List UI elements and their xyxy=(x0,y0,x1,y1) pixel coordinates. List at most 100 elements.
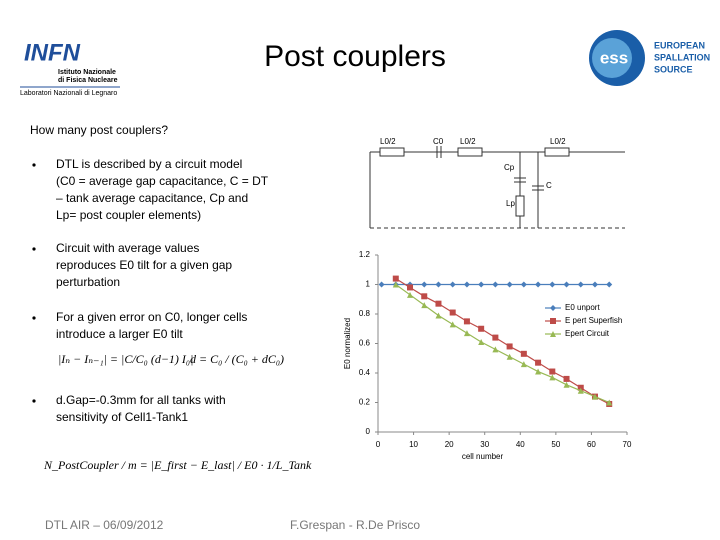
marker xyxy=(549,368,556,375)
y-tick-label: 1.2 xyxy=(359,250,371,259)
marker xyxy=(492,346,499,353)
x-tick-label: 10 xyxy=(409,440,418,449)
marker xyxy=(492,334,499,341)
y-tick-label: 0.8 xyxy=(359,309,371,318)
marker xyxy=(535,281,542,288)
circuit-diagram xyxy=(369,146,625,229)
circuit-label: L0/2 xyxy=(550,137,566,146)
circuit-label: L0/2 xyxy=(460,137,476,146)
bullet-text: (C0 = average gap capacitance, C = DT xyxy=(56,174,269,188)
series-line xyxy=(395,278,610,405)
bullet-text: perturbation xyxy=(56,275,120,289)
marker xyxy=(435,300,442,307)
y-tick-label: 0.2 xyxy=(359,398,371,407)
logo-text: Laboratori Nazionali di Legnaro xyxy=(20,90,117,97)
logo-text: Istituto Nazionale xyxy=(58,69,116,76)
marker xyxy=(449,281,456,288)
marker xyxy=(407,291,414,298)
marker xyxy=(478,281,485,288)
bullet-dot xyxy=(32,163,36,167)
x-tick-label: 0 xyxy=(376,440,381,449)
marker xyxy=(520,281,527,288)
marker xyxy=(392,275,399,282)
logo-text: INFN xyxy=(24,39,81,66)
equation: N_PostCoupler / m = |E_first − E_last| /… xyxy=(43,458,312,472)
circuit-label: C xyxy=(546,181,552,190)
marker xyxy=(463,330,470,337)
bullet-text: – tank average capacitance, Cp and xyxy=(56,191,248,205)
marker xyxy=(520,350,527,357)
footer-left: DTL AIR – 06/09/2012 xyxy=(45,518,164,532)
marker xyxy=(449,321,456,328)
marker xyxy=(421,302,428,309)
y-tick-label: 0.6 xyxy=(359,339,371,348)
marker xyxy=(535,368,542,375)
bullet-text: Circuit with average values xyxy=(56,241,199,255)
bullet-text: d.Gap=-0.3mm for all tanks with xyxy=(56,393,226,407)
inductor xyxy=(457,147,483,157)
circuit-label: L0/2 xyxy=(380,137,396,146)
marker xyxy=(492,281,499,288)
marker xyxy=(463,281,470,288)
bullet-list: DTL is described by a circuit model (C0 =… xyxy=(32,157,269,424)
marker xyxy=(535,359,542,366)
inductor xyxy=(379,147,405,157)
circuit-label: Cp xyxy=(504,163,515,172)
logo-text: SPALLATION xyxy=(654,52,710,62)
marker xyxy=(577,387,584,394)
bullet-dot xyxy=(32,247,36,251)
marker xyxy=(506,281,513,288)
marker xyxy=(435,312,442,319)
marker xyxy=(463,318,470,325)
marker xyxy=(407,284,414,291)
legend-marker xyxy=(550,305,556,311)
inductor xyxy=(515,195,525,217)
y-tick-label: 0.4 xyxy=(359,368,371,377)
legend-label: E pert Superfish xyxy=(565,316,622,325)
marker xyxy=(563,281,570,288)
legend-marker xyxy=(550,331,556,337)
logo-circle xyxy=(592,38,632,78)
legend-label: E0 unport xyxy=(565,303,600,312)
marker xyxy=(506,343,513,350)
slide-title: Post couplers xyxy=(264,40,446,73)
x-tick-label: 30 xyxy=(480,440,489,449)
marker xyxy=(549,374,556,381)
marker xyxy=(606,281,613,288)
footer-right: F.Grespan - R.De Prisco xyxy=(290,518,420,532)
marker xyxy=(421,281,428,288)
x-tick-label: 20 xyxy=(445,440,454,449)
marker xyxy=(435,281,442,288)
marker xyxy=(378,281,385,288)
circuit-label: C0 xyxy=(433,137,444,146)
marker xyxy=(449,309,456,316)
bullet-text: For a given error on C0, longer cells xyxy=(56,310,247,324)
x-axis-label: cell number xyxy=(462,452,504,461)
legend-marker xyxy=(550,318,556,324)
infn-logo: INFN Istituto Nazionale di Fisica Nuclea… xyxy=(20,39,120,97)
bullet-dot xyxy=(32,399,36,403)
legend-label: Epert Circuit xyxy=(565,329,610,338)
bullet-text: reproduces E0 tilt for a given gap xyxy=(56,258,232,272)
marker xyxy=(606,399,613,406)
marker xyxy=(563,375,570,382)
marker xyxy=(478,325,485,332)
marker xyxy=(506,353,513,360)
series-line xyxy=(395,284,610,404)
x-tick-label: 60 xyxy=(587,440,596,449)
y-tick-label: 1 xyxy=(366,280,371,289)
marker xyxy=(549,281,556,288)
marker xyxy=(591,393,598,400)
bullet-text: Lp= post coupler elements) xyxy=(56,208,201,222)
bullet-text: DTL is described by a circuit model xyxy=(56,157,242,171)
inductor xyxy=(544,147,570,157)
equation: |Iₙ − Iₙ₋₁| = |C/C₀ (d−1) I₀| xyxy=(58,352,193,366)
x-tick-label: 50 xyxy=(551,440,560,449)
question: How many post couplers? xyxy=(30,123,168,137)
marker xyxy=(520,361,527,368)
chart: 0 0.2 0.4 0.6 0.8 1 1.2 0 10 20 30 40 50 60 70 cell num… xyxy=(343,250,632,461)
y-tick-label: 0 xyxy=(366,427,371,436)
bullet-text: introduce a larger E0 tilt xyxy=(56,327,183,341)
bullet-dot xyxy=(32,316,36,320)
